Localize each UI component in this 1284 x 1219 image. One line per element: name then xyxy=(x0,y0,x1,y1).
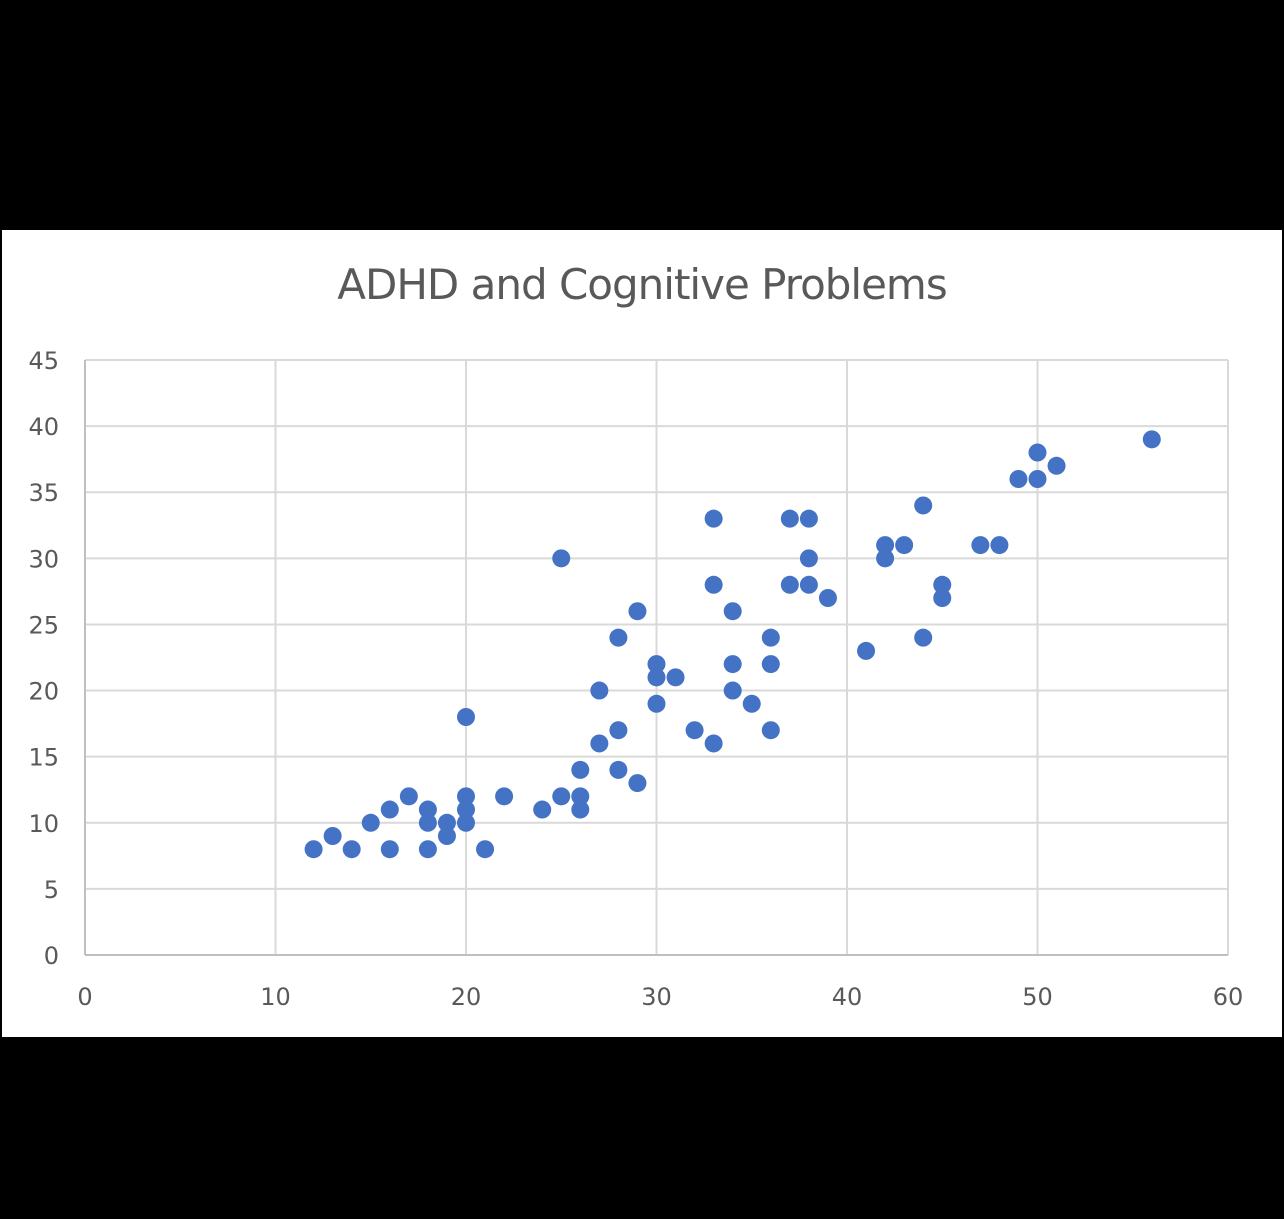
data-point xyxy=(799,575,818,594)
x-tick-label: 50 xyxy=(1022,983,1053,1011)
y-tick-label: 45 xyxy=(28,347,59,375)
data-point xyxy=(857,641,876,660)
data-point xyxy=(457,708,475,726)
data-point xyxy=(628,602,647,621)
x-tick-label: 40 xyxy=(832,983,863,1011)
data-point xyxy=(571,787,590,806)
data-point xyxy=(380,800,399,819)
data-point xyxy=(876,536,895,555)
data-point xyxy=(723,681,742,700)
data-point xyxy=(914,628,933,647)
data-point xyxy=(704,509,723,528)
data-point xyxy=(552,549,571,568)
data-point xyxy=(628,774,647,793)
data-point xyxy=(457,787,475,806)
data-point xyxy=(799,549,818,568)
data-point xyxy=(799,509,818,528)
x-tick-label: 0 xyxy=(77,983,92,1011)
data-point xyxy=(818,589,837,607)
data-point xyxy=(761,655,780,674)
x-tick-label: 10 xyxy=(260,983,291,1011)
data-point xyxy=(1047,456,1066,475)
data-point xyxy=(399,787,418,806)
data-point xyxy=(1028,443,1047,462)
data-point xyxy=(609,760,628,779)
data-point xyxy=(571,800,590,819)
data-point xyxy=(933,589,952,607)
data-point xyxy=(380,840,399,859)
data-point xyxy=(437,813,456,832)
data-point xyxy=(418,840,437,859)
data-point xyxy=(457,800,475,819)
y-tick-label: 0 xyxy=(44,942,59,970)
data-point xyxy=(647,655,666,674)
data-point xyxy=(590,734,609,753)
data-point xyxy=(704,734,723,753)
data-point xyxy=(552,787,571,806)
y-tick-label: 25 xyxy=(28,611,59,639)
data-point xyxy=(723,602,742,621)
data-point xyxy=(647,668,666,687)
data-point xyxy=(914,496,933,515)
data-point xyxy=(418,800,437,819)
data-point xyxy=(533,800,552,819)
data-point xyxy=(361,813,380,832)
y-tick-label: 10 xyxy=(28,810,59,838)
x-tick-label: 60 xyxy=(1213,983,1244,1011)
data-point xyxy=(609,721,628,740)
chart-panel: ADHD and Cognitive Problems 0 5 10 15 20 25 30… xyxy=(2,230,1282,1037)
data-point xyxy=(876,549,895,568)
data-point xyxy=(971,536,990,555)
data-point xyxy=(742,694,761,713)
data-point xyxy=(457,813,475,832)
data-point xyxy=(418,813,437,832)
data-point xyxy=(933,575,952,594)
data-point xyxy=(780,509,799,528)
data-point xyxy=(437,827,456,845)
data-point xyxy=(590,681,609,700)
y-tick-label: 20 xyxy=(28,678,59,706)
y-tick-label: 5 xyxy=(44,876,59,904)
chart-title: ADHD and Cognitive Problems xyxy=(337,260,947,309)
data-point xyxy=(723,655,742,674)
data-point xyxy=(704,575,723,594)
data-point xyxy=(476,840,495,859)
y-tick-label: 35 xyxy=(28,479,59,507)
data-point xyxy=(1142,430,1161,449)
data-point xyxy=(895,536,914,555)
scatter-plot: 0 5 10 15 20 25 30 35 40 45 0 10 20 30 40 50 60 xyxy=(28,347,1244,1011)
data-point xyxy=(1009,470,1028,488)
y-tick-label: 30 xyxy=(28,545,59,573)
data-point xyxy=(685,721,704,740)
data-point xyxy=(1028,470,1047,488)
y-tick-label: 40 xyxy=(28,413,59,441)
data-point xyxy=(647,694,666,713)
data-point xyxy=(761,628,780,647)
data-point xyxy=(761,721,780,740)
data-point xyxy=(495,787,514,806)
data-point xyxy=(571,760,590,779)
data-point xyxy=(342,840,361,859)
data-point xyxy=(609,628,628,647)
x-tick-label: 30 xyxy=(641,983,672,1011)
data-point xyxy=(323,827,342,845)
y-tick-label: 15 xyxy=(28,744,59,772)
x-tick-label: 20 xyxy=(451,983,482,1011)
data-point xyxy=(304,840,323,859)
data-point xyxy=(990,536,1009,555)
data-point xyxy=(666,668,685,687)
data-point xyxy=(780,575,799,594)
